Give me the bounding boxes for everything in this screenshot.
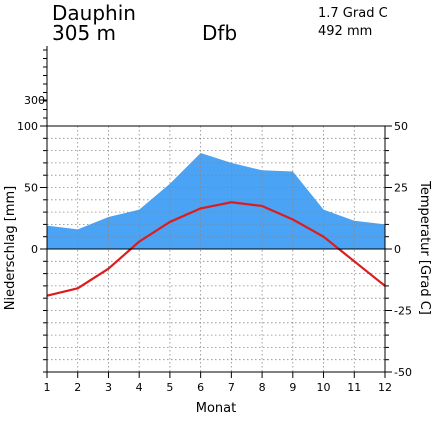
y-axis-left-tick-label: 100 bbox=[17, 120, 38, 133]
x-axis-tick-label: 3 bbox=[105, 381, 112, 394]
temperature-line bbox=[46, 201, 386, 297]
x-axis-tick-label: 11 bbox=[347, 381, 361, 394]
x-axis-tick-label: 9 bbox=[289, 381, 296, 394]
y-axis-left-tick-label: 50 bbox=[24, 182, 38, 195]
y-axis-left-tick-label: 0 bbox=[31, 243, 38, 256]
station-elevation: 305 m bbox=[52, 21, 116, 45]
x-axis-tick-label: 12 bbox=[378, 381, 392, 394]
x-axis-title: Monat bbox=[196, 401, 236, 416]
annual-mean-temperature: 1.7 Grad C bbox=[318, 6, 388, 21]
x-axis-tick-label: 6 bbox=[197, 381, 204, 394]
x-axis-tick-label: 8 bbox=[259, 381, 266, 394]
y-axis-right-tick-label: 50 bbox=[394, 120, 408, 133]
y-axis-right-tick-label: -50 bbox=[394, 366, 412, 379]
x-axis-tick-label: 10 bbox=[317, 381, 331, 394]
y-axis-right-tick-label: 0 bbox=[394, 243, 401, 256]
x-axis-tick-label: 7 bbox=[228, 381, 235, 394]
x-axis-tick-label: 4 bbox=[136, 381, 143, 394]
precipitation-area bbox=[47, 153, 385, 249]
annual-precipitation: 492 mm bbox=[318, 24, 372, 39]
x-axis-tick-label: 5 bbox=[166, 381, 173, 394]
station-name: Dauphin bbox=[52, 1, 136, 25]
y-axis-right-tick-label: -25 bbox=[394, 305, 412, 318]
y-axis-right-title: Temperatur [Grad C] bbox=[417, 180, 432, 315]
x-axis-tick-label: 1 bbox=[44, 381, 51, 394]
y-axis-right-tick-label: 25 bbox=[394, 182, 408, 195]
climate-classification: Dfb bbox=[202, 21, 237, 45]
x-axis-tick-label: 2 bbox=[74, 381, 81, 394]
y-axis-left-title: Niederschlag [mm] bbox=[3, 186, 18, 311]
y-axis-left-upper-tick-label: 300 bbox=[24, 94, 45, 107]
